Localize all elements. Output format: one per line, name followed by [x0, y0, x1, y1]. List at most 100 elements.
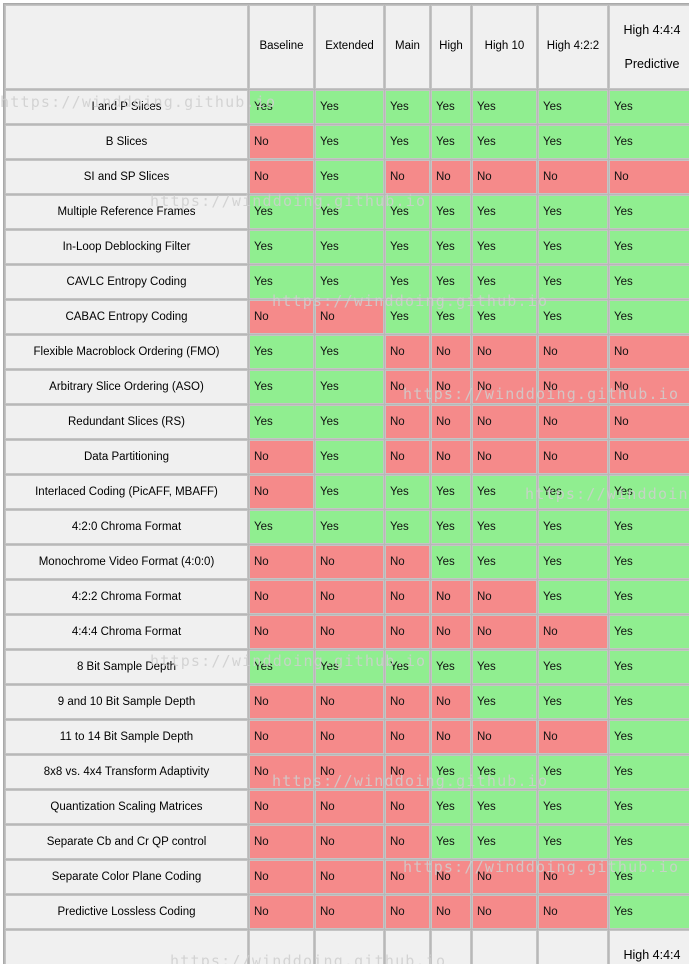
support-cell-high: Yes [431, 545, 471, 579]
feature-label: Quantization Scaling Matrices [5, 790, 248, 824]
support-cell-main: No [385, 755, 430, 789]
h264-profile-feature-table: Baseline Extended Main High High 10 High… [3, 3, 689, 964]
support-cell-extended: Yes [315, 335, 384, 369]
support-cell-extended: No [315, 755, 384, 789]
feature-label: B Slices [5, 125, 248, 159]
footer-row: Baseline Extended Main High High 10 High… [5, 930, 689, 964]
support-cell-high422: No [538, 370, 608, 404]
support-cell-baseline: Yes [249, 195, 314, 229]
support-cell-baseline: Yes [249, 650, 314, 684]
support-cell-main: No [385, 825, 430, 859]
table-row: 9 and 10 Bit Sample Depth No No No No Yes Yes Y… [5, 685, 689, 719]
support-cell-high422: Yes [538, 265, 608, 299]
feature-label: SI and SP Slices [5, 160, 248, 194]
support-cell-main: No [385, 720, 430, 754]
support-cell-high422: Yes [538, 825, 608, 859]
feature-label: Separate Cb and Cr QP control [5, 825, 248, 859]
support-cell-high422: Yes [538, 790, 608, 824]
support-cell-high444: Yes [609, 475, 689, 509]
support-cell-baseline: No [249, 125, 314, 159]
support-cell-high10: Yes [472, 230, 537, 264]
table-header: Baseline Extended Main High High 10 High… [5, 5, 689, 89]
support-cell-extended: No [315, 720, 384, 754]
feature-label: Redundant Slices (RS) [5, 405, 248, 439]
support-cell-baseline: Yes [249, 370, 314, 404]
support-cell-main: Yes [385, 90, 430, 124]
support-cell-high10: No [472, 440, 537, 474]
feature-label: 4:2:2 Chroma Format [5, 580, 248, 614]
support-cell-high10: No [472, 895, 537, 929]
support-cell-high444: Yes [609, 895, 689, 929]
support-cell-baseline: No [249, 300, 314, 334]
support-cell-extended: Yes [315, 405, 384, 439]
support-cell-baseline: No [249, 580, 314, 614]
table-row: 11 to 14 Bit Sample Depth No No No No No No Yes [5, 720, 689, 754]
header-cell-high: High [431, 5, 471, 89]
support-cell-baseline: No [249, 440, 314, 474]
table-row: B Slices No Yes Yes Yes Yes Yes Yes [5, 125, 689, 159]
support-cell-main: No [385, 335, 430, 369]
support-cell-baseline: No [249, 860, 314, 894]
support-cell-high444: No [609, 160, 689, 194]
support-cell-high444: Yes [609, 545, 689, 579]
support-cell-main: No [385, 790, 430, 824]
support-cell-high444: No [609, 440, 689, 474]
table-body: I and P Slices Yes Yes Yes Yes Yes Yes Yes B Sli… [5, 90, 689, 929]
support-cell-high: No [431, 615, 471, 649]
table-row: CABAC Entropy Coding No No Yes Yes Yes Yes Yes [5, 300, 689, 334]
support-cell-high422: Yes [538, 545, 608, 579]
support-cell-high444: Yes [609, 615, 689, 649]
support-cell-high422: No [538, 720, 608, 754]
support-cell-high422: Yes [538, 195, 608, 229]
support-cell-high444: Yes [609, 860, 689, 894]
header-cell-high444-predictive: High 4:4:4 Predictive [609, 5, 689, 89]
table-row: 8x8 vs. 4x4 Transform Adaptivity No No No Ye… [5, 755, 689, 789]
support-cell-extended: Yes [315, 650, 384, 684]
support-cell-high10: Yes [472, 475, 537, 509]
support-cell-extended: Yes [315, 160, 384, 194]
support-cell-extended: Yes [315, 230, 384, 264]
support-cell-high: Yes [431, 475, 471, 509]
feature-label: CAVLC Entropy Coding [5, 265, 248, 299]
header-cell-high422: High 4:2:2 [538, 5, 608, 89]
support-cell-high444: Yes [609, 825, 689, 859]
support-cell-high: No [431, 440, 471, 474]
support-cell-high444: Yes [609, 125, 689, 159]
support-cell-extended: Yes [315, 265, 384, 299]
support-cell-high422: No [538, 160, 608, 194]
support-cell-extended: No [315, 300, 384, 334]
table-row: I and P Slices Yes Yes Yes Yes Yes Yes Yes [5, 90, 689, 124]
support-cell-high422: Yes [538, 650, 608, 684]
support-cell-high: Yes [431, 125, 471, 159]
support-cell-high10: No [472, 720, 537, 754]
support-cell-high444: Yes [609, 755, 689, 789]
support-cell-high10: Yes [472, 195, 537, 229]
support-cell-extended: No [315, 825, 384, 859]
support-cell-high422: Yes [538, 475, 608, 509]
support-cell-high: No [431, 405, 471, 439]
support-cell-baseline: Yes [249, 230, 314, 264]
support-cell-high422: Yes [538, 90, 608, 124]
support-cell-high10: No [472, 335, 537, 369]
feature-label: 11 to 14 Bit Sample Depth [5, 720, 248, 754]
support-cell-high10: Yes [472, 125, 537, 159]
feature-label: Arbitrary Slice Ordering (ASO) [5, 370, 248, 404]
support-cell-extended: Yes [315, 475, 384, 509]
footer-cell-high444-predictive: High 4:4:4 Predictive [609, 930, 689, 964]
support-cell-high: Yes [431, 650, 471, 684]
table-row: Predictive Lossless Coding No No No No No No Ye… [5, 895, 689, 929]
support-cell-main: Yes [385, 475, 430, 509]
support-cell-baseline: No [249, 720, 314, 754]
support-cell-high: No [431, 685, 471, 719]
support-cell-high: Yes [431, 790, 471, 824]
support-cell-high10: Yes [472, 300, 537, 334]
feature-label: 4:4:4 Chroma Format [5, 615, 248, 649]
support-cell-high422: Yes [538, 685, 608, 719]
table-row: In-Loop Deblocking Filter Yes Yes Yes Yes Yes… [5, 230, 689, 264]
table-row: 4:2:2 Chroma Format No No No No No Yes Yes [5, 580, 689, 614]
table-footer: Baseline Extended Main High High 10 High… [5, 930, 689, 964]
support-cell-high444: Yes [609, 265, 689, 299]
support-cell-high10: No [472, 405, 537, 439]
header-cell-high10: High 10 [472, 5, 537, 89]
